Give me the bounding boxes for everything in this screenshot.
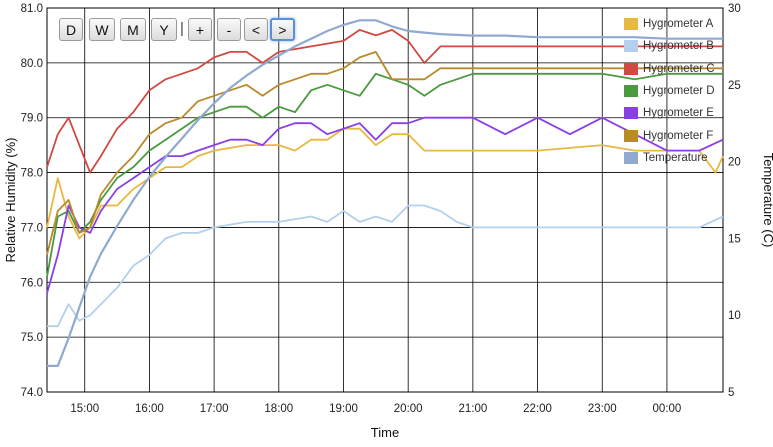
pan-back-button[interactable]: < [244, 18, 268, 41]
y-right-tick-label: 15 [728, 233, 741, 245]
legend-swatch [624, 40, 638, 53]
series-line-hygrometer-e [46, 116, 724, 294]
y-left-tick-label: 74.0 [21, 387, 43, 399]
y-right-tick-label: 10 [728, 310, 741, 322]
y-left-tick-label: 79.0 [21, 113, 43, 125]
y-left-tick-label: 77.0 [21, 222, 43, 234]
x-tick-label: 19:00 [329, 403, 358, 415]
y-right-axis-title: Temperature (C) [761, 153, 773, 248]
series-line-hygrometer-f [46, 51, 723, 256]
legend-label: Hygrometer B [643, 40, 714, 53]
toolbar-separator: | [180, 20, 184, 37]
series-line-hygrometer-d [46, 72, 723, 277]
year-range-button[interactable]: Y [151, 18, 177, 41]
x-tick-label: 23:00 [588, 403, 617, 415]
legend-swatch [624, 18, 638, 30]
legend-swatch [624, 84, 638, 97]
x-tick-label: 00:00 [653, 403, 682, 415]
legend-swatch [624, 62, 638, 75]
x-tick-label: 21:00 [458, 403, 487, 415]
series-line-temperature [47, 19, 723, 367]
y-right-tick-label: 5 [728, 387, 734, 399]
x-tick-label: 22:00 [523, 403, 552, 415]
zoom-in-button[interactable]: + [188, 18, 212, 41]
legend-item[interactable]: Hygrometer B [624, 38, 714, 54]
legend-swatch [624, 107, 638, 120]
legend-item[interactable]: Temperature [624, 150, 708, 166]
pan-forward-button[interactable]: > [270, 18, 295, 41]
series-line-hygrometer-c [46, 28, 723, 174]
y-left-axis-title: Relative Humidity (%) [3, 138, 18, 263]
zoom-out-button[interactable]: - [217, 18, 241, 41]
y-left-tick-label: 78.0 [21, 168, 43, 180]
week-range-button[interactable]: W [89, 18, 115, 41]
legend-label: Hygrometer C [643, 62, 715, 75]
legend-item[interactable]: Hygrometer D [624, 83, 715, 99]
y-right-tick-label: 25 [728, 80, 741, 92]
y-left-tick-label: 76.0 [21, 277, 43, 289]
x-tick-label: 16:00 [135, 403, 164, 415]
month-range-button[interactable]: M [120, 18, 146, 41]
x-axis-title: Time [371, 425, 399, 440]
legend-item[interactable]: Hygrometer F [624, 128, 713, 144]
x-tick-label: 20:00 [394, 403, 423, 415]
legend-label: Temperature [643, 151, 708, 164]
series-line-hygrometer-a [46, 127, 724, 240]
legend-item[interactable]: Hygrometer A [624, 16, 713, 32]
legend-label: Hygrometer F [643, 129, 714, 142]
plot-area [46, 7, 724, 393]
legend-item[interactable]: Hygrometer E [624, 105, 714, 121]
y-right-tick-label: 30 [728, 3, 741, 15]
y-left-tick-label: 81.0 [21, 3, 43, 15]
legend-label: Hygrometer E [643, 107, 714, 120]
legend-label: Hygrometer D [643, 84, 715, 97]
legend-swatch [624, 129, 638, 142]
x-tick-label: 15:00 [70, 403, 99, 415]
x-tick-label: 18:00 [264, 403, 293, 415]
series-line-hygrometer-b [47, 204, 724, 328]
x-tick-label: 17:00 [200, 403, 229, 415]
y-left-tick-label: 80.0 [21, 58, 43, 70]
legend-swatch [624, 151, 638, 164]
y-right-tick-label: 20 [728, 157, 741, 169]
legend-item[interactable]: Hygrometer C [624, 61, 715, 77]
day-range-button[interactable]: D [59, 18, 83, 41]
legend-label: Hygrometer A [643, 18, 714, 30]
y-left-tick-label: 75.0 [21, 332, 43, 344]
